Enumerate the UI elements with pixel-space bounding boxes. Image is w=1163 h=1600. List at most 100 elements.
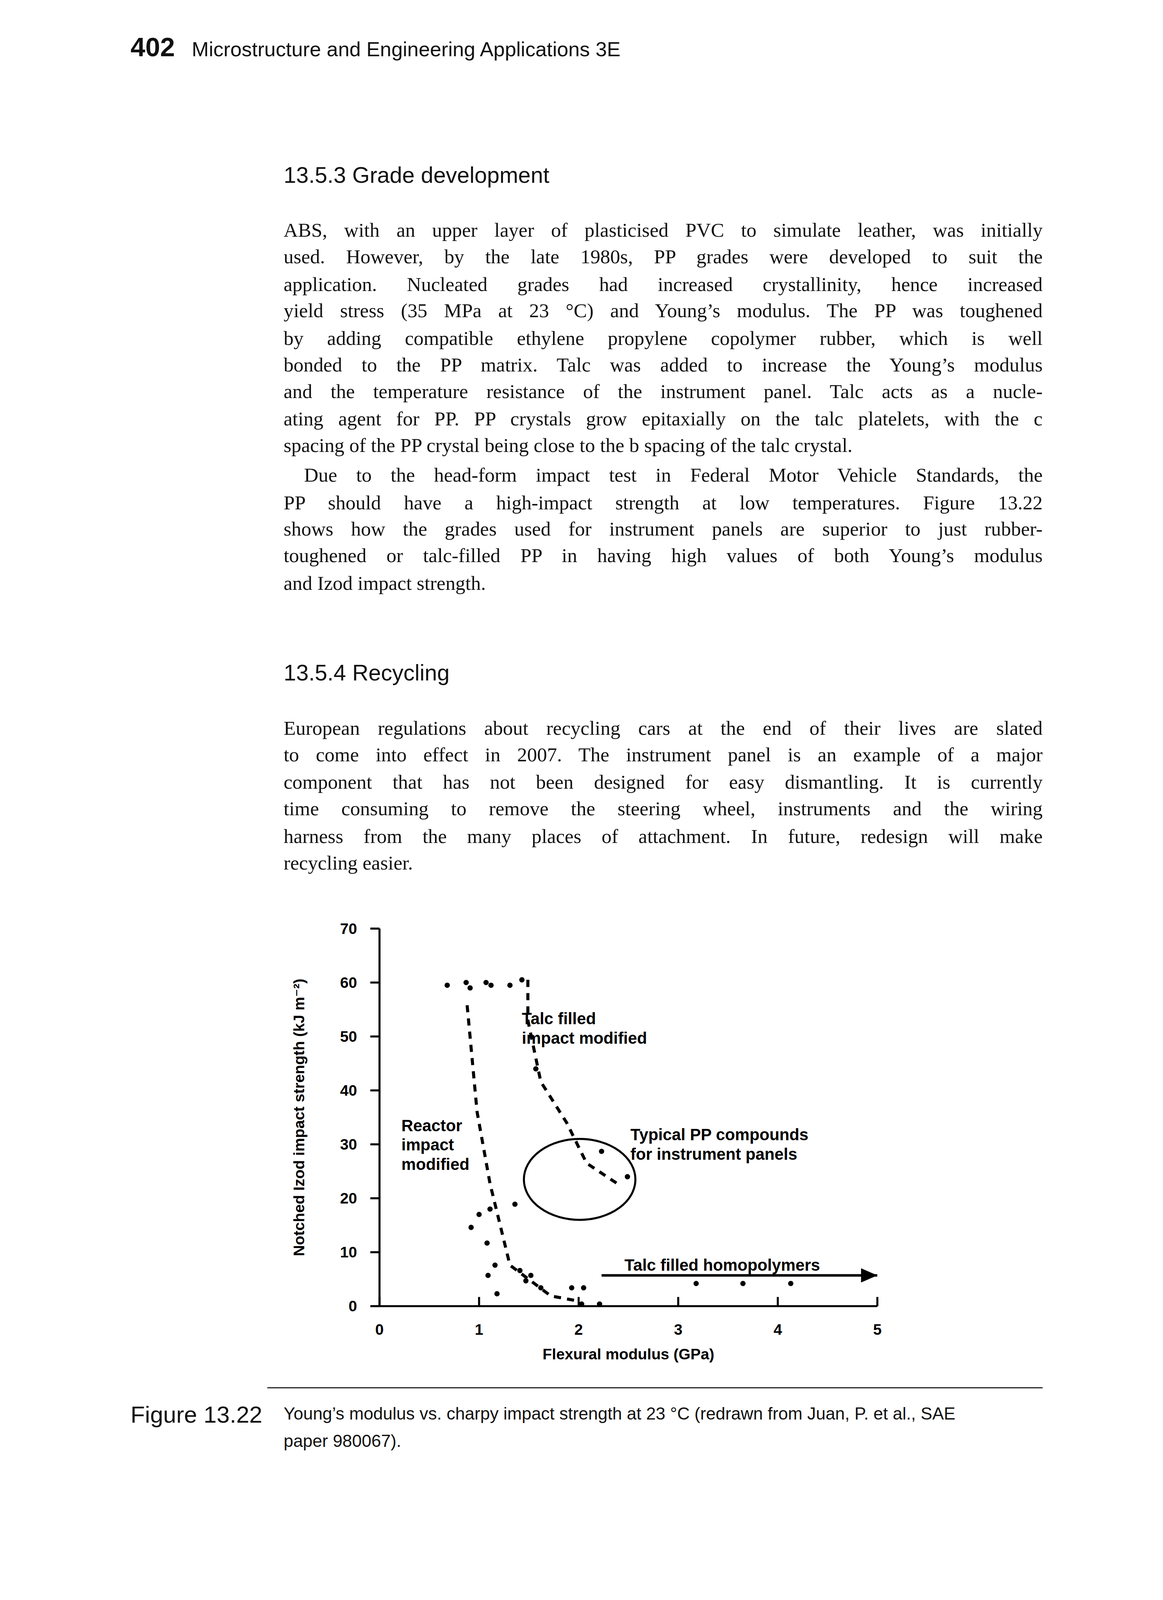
data-point (693, 1280, 700, 1287)
data-point (538, 1284, 544, 1291)
caption-rule (267, 1386, 1043, 1388)
x-tick-label: 3 (674, 1320, 683, 1338)
y-tick (370, 927, 380, 930)
caption-line: paper 980067). (283, 1428, 402, 1455)
x-tick-label: 1 (474, 1320, 484, 1338)
body-line: bonded to the PP matrix. Talc was added … (283, 351, 1043, 379)
body-line: spacing of the PP crystal being close to… (283, 432, 1043, 460)
data-point (492, 1262, 498, 1268)
x-tick (776, 1296, 779, 1306)
data-point (494, 1290, 500, 1297)
body-line: time consuming to remove the steering wh… (283, 795, 1043, 823)
body-line: application. Nucleated grades had increa… (283, 271, 1043, 298)
x-tick-label: 5 (873, 1320, 882, 1338)
caption-line: Young’s modulus vs. charpy impact streng… (283, 1400, 956, 1428)
data-point (519, 977, 525, 983)
x-tick-label: 0 (375, 1320, 384, 1338)
annotation: Typical PP compounds (630, 1125, 809, 1144)
body-line: used. However, by the late 1980s, PP gra… (283, 244, 1043, 271)
x-tick-label: 2 (574, 1320, 584, 1338)
x-tick (478, 1296, 480, 1306)
data-point (528, 1272, 534, 1278)
y-tick (370, 1304, 380, 1307)
data-point (569, 1284, 575, 1291)
body-line: and Izod impact strength. (283, 570, 1043, 597)
data-point (579, 1300, 585, 1306)
y-tick-label: 50 (340, 1027, 358, 1045)
data-point (512, 1201, 518, 1207)
plot-area (444, 977, 878, 1306)
x-axis-title: Flexural modulus (GPa) (542, 1345, 715, 1363)
y-tick-label: 20 (340, 1189, 358, 1207)
trend-line (601, 1273, 878, 1277)
body-line: European regulations about recycling car… (283, 715, 1043, 742)
data-point (596, 1300, 603, 1306)
x-tick (876, 1296, 879, 1306)
data-point (533, 1065, 539, 1072)
body-line: harness from the many places of attachme… (283, 822, 1043, 850)
y-tick (370, 1089, 380, 1092)
arrow-head (861, 1268, 878, 1283)
y-tick-label: 10 (340, 1243, 358, 1261)
data-point (740, 1280, 746, 1287)
annotation: modified (401, 1154, 470, 1174)
x-tick (378, 1296, 381, 1306)
body-line: PP should have a high-impact strength at… (283, 489, 1043, 516)
x-tick-label: 4 (773, 1320, 783, 1338)
body-line: Due to the head-form impact test in Fede… (303, 462, 1043, 489)
y-tick-label: 40 (340, 1081, 358, 1099)
y-tick (370, 1250, 380, 1253)
data-point (484, 1239, 490, 1246)
data-point (485, 1272, 491, 1278)
y-tick (370, 1143, 380, 1146)
data-point (476, 1211, 482, 1217)
y-tick-label: 30 (340, 1135, 358, 1153)
section-heading: 13.5.4 Recycling (283, 659, 450, 687)
annotation: Talc filled homopolymers (624, 1255, 821, 1274)
highlight-ellipse (523, 1138, 636, 1220)
body-line: and the temperature resistance of the in… (283, 378, 1043, 406)
y-tick (370, 1035, 380, 1038)
figure-label: Figure 13.22 (130, 1400, 263, 1428)
data-point (788, 1280, 794, 1287)
body-line: ating agent for PP. PP crystals grow epi… (283, 405, 1043, 433)
body-line: component that has not been designed for… (283, 768, 1043, 796)
figure: 0 10 20 30 40 50 60 70 0 1 2 3 4 5 Flexural modulus (G… (0, 0, 1163, 1600)
y-tick (370, 1196, 380, 1199)
body-line: toughened or talc-filled PP in having hi… (283, 543, 1043, 570)
y-tick-label: 0 (348, 1297, 358, 1315)
y-tick-label: 60 (340, 973, 358, 991)
data-point (517, 1267, 523, 1274)
body-line: recycling easier. (283, 849, 1043, 877)
section-heading: 13.5.3 Grade development (283, 162, 550, 189)
data-point (487, 1205, 493, 1212)
y-axis (378, 928, 381, 1306)
data-point (599, 1148, 605, 1155)
y-tick-label: 70 (340, 920, 358, 937)
data-point (444, 982, 450, 988)
annotation: impact modified (521, 1028, 647, 1048)
body-line: to come into effect in 2007. The instrum… (283, 742, 1043, 769)
data-point (467, 984, 473, 991)
x-tick (677, 1296, 680, 1306)
x-axis (379, 1304, 878, 1307)
dashed-trend (467, 1004, 577, 1301)
data-point (483, 979, 489, 985)
page: 402Microstructure and Engineering Applic… (0, 0, 1163, 1600)
annotation: for instrument panels (630, 1144, 798, 1163)
page-number: 402 (130, 33, 175, 61)
body-line: shows how the grades used for instrument… (283, 516, 1043, 543)
data-point (581, 1284, 587, 1291)
data-point (507, 982, 513, 988)
data-point (488, 982, 495, 988)
body-line: ABS, with an upper layer of plasticised … (283, 217, 1043, 244)
annotation: Reactor (401, 1116, 463, 1135)
data-point (463, 979, 470, 985)
y-axis-title: Notched Izod impact strength (kJ m⁻²) (290, 978, 308, 1256)
body-line: yield stress (35 MPa at 23 °C) and Young… (283, 297, 1043, 325)
annotation: Talc filled (521, 1009, 596, 1028)
data-point (468, 1224, 475, 1230)
running-title: Microstructure and Engineering Applicati… (191, 35, 621, 63)
body-line: by adding compatible ethylene propylene … (283, 324, 1043, 352)
annotation: impact (401, 1135, 455, 1154)
